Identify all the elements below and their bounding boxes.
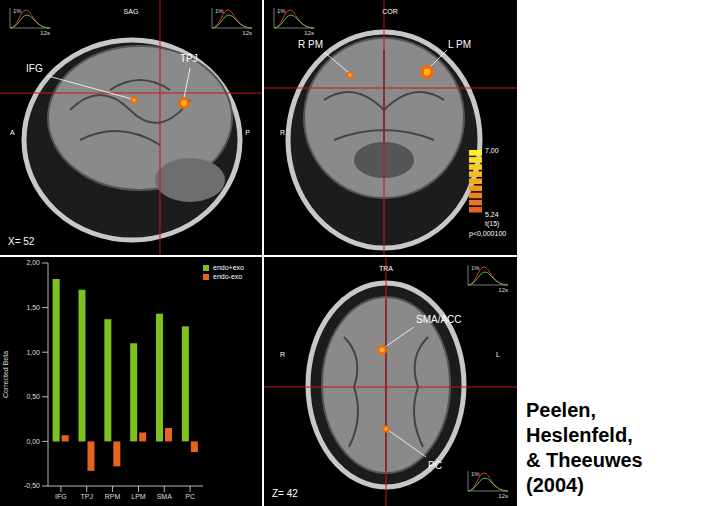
svg-text:TPJ: TPJ <box>180 53 198 64</box>
html-text:(2004): (2004) <box>526 474 584 496</box>
svg-text:X= 52: X= 52 <box>8 236 35 247</box>
svg-text:SMA/ACC: SMA/ACC <box>416 314 462 325</box>
svg-text:LPM: LPM <box>131 493 146 500</box>
svg-text:-0,50: -0,50 <box>24 482 40 489</box>
svg-text:TRA: TRA <box>379 265 393 272</box>
svg-text:L: L <box>496 351 500 358</box>
svg-text:2,00: 2,00 <box>26 259 40 266</box>
svg-text:5,24: 5,24 <box>485 211 499 218</box>
svg-text:Z= 42: Z= 42 <box>272 488 298 499</box>
svg-text:R PM: R PM <box>298 39 323 50</box>
html-text:endo-exo: endo-exo <box>213 273 243 280</box>
svg-text:TPJ: TPJ <box>81 493 93 500</box>
svg-text:R: R <box>280 351 285 358</box>
svg-text:1,50: 1,50 <box>26 304 40 311</box>
svg-text:p<0,000100: p<0,000100 <box>469 230 506 238</box>
html-text:Peelen,: Peelen, <box>526 399 596 421</box>
svg-text:P: P <box>245 129 250 136</box>
html-text:& Theeuwes: & Theeuwes <box>526 449 643 471</box>
svg-text:RPM: RPM <box>105 493 121 500</box>
svg-text:Corrected Beta: Corrected Beta <box>2 351 9 398</box>
svg-text:1%: 1% <box>215 8 224 14</box>
svg-text:1%: 1% <box>471 265 480 271</box>
svg-text:PC: PC <box>185 493 195 500</box>
svg-text:SMA: SMA <box>157 493 173 500</box>
svg-text:1%: 1% <box>13 8 22 14</box>
svg-text:L PM: L PM <box>448 39 471 50</box>
svg-text:COR: COR <box>382 8 398 15</box>
svg-text:IFG: IFG <box>26 63 43 74</box>
svg-text:12s: 12s <box>498 493 508 499</box>
svg-text:12s: 12s <box>40 30 50 36</box>
html-text:endo+exo: endo+exo <box>213 264 244 271</box>
svg-text:t(15): t(15) <box>485 220 499 228</box>
svg-text:1,00: 1,00 <box>26 349 40 356</box>
svg-text:IFG: IFG <box>55 493 67 500</box>
svg-text:7,00: 7,00 <box>485 147 499 154</box>
svg-text:R: R <box>280 129 285 136</box>
svg-text:1%: 1% <box>471 471 480 477</box>
svg-text:12s: 12s <box>304 30 314 36</box>
svg-text:A: A <box>10 129 15 136</box>
svg-text:0,50: 0,50 <box>26 393 40 400</box>
svg-text:12s: 12s <box>242 30 252 36</box>
html-text:Heslenfeld,: Heslenfeld, <box>526 424 633 446</box>
svg-text:0,00: 0,00 <box>26 438 40 445</box>
svg-text:1%: 1% <box>277 8 286 14</box>
svg-text:12s: 12s <box>498 287 508 293</box>
svg-text:SAG: SAG <box>124 8 139 15</box>
svg-text:PC: PC <box>428 460 442 471</box>
